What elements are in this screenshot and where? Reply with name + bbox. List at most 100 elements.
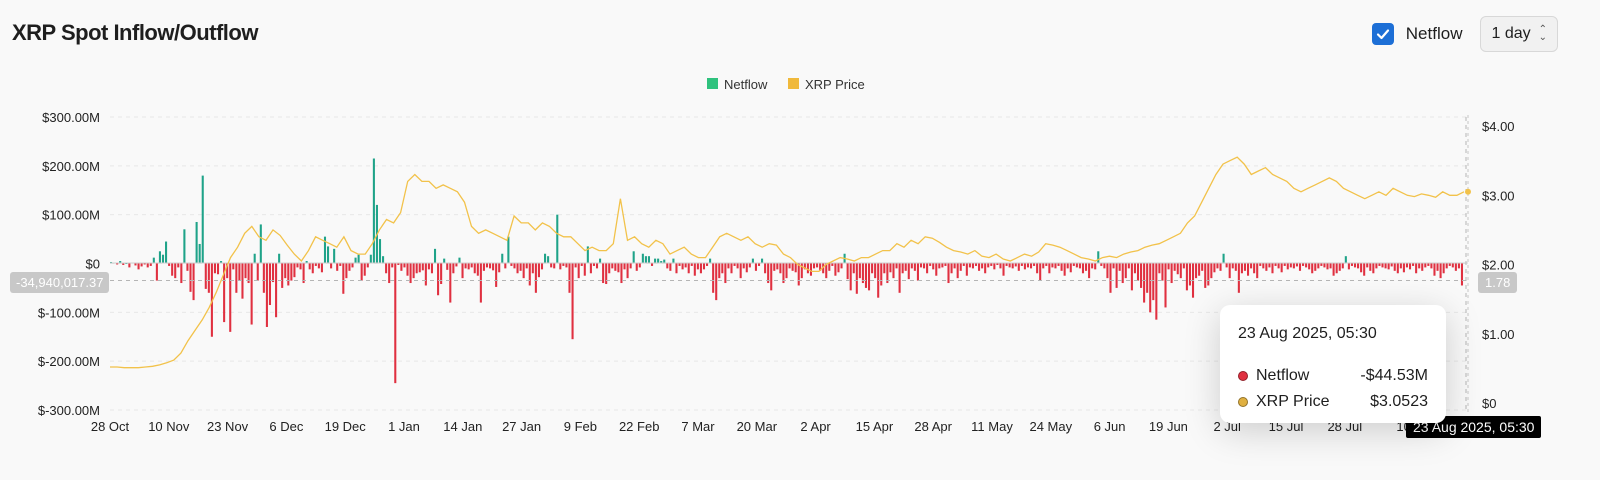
netflow-bar <box>507 236 510 263</box>
netflow-bar <box>1167 263 1170 270</box>
netflow-bar <box>654 258 657 263</box>
netflow-bar <box>825 263 828 279</box>
netflow-bar <box>776 263 779 270</box>
netflow-bar <box>1207 263 1210 286</box>
netflow-bar <box>323 236 327 263</box>
netflow-bar <box>1402 263 1405 273</box>
netflow-bar <box>1029 263 1033 269</box>
netflow-bar <box>1326 263 1329 270</box>
netflow-bar <box>1109 263 1112 293</box>
netflow-bar <box>1051 263 1054 268</box>
netflow-bar <box>1372 263 1375 274</box>
netflow-bar <box>1231 263 1234 269</box>
netflow-bar <box>1363 263 1366 276</box>
netflow-bar <box>935 263 938 276</box>
netflow-bar <box>852 263 855 274</box>
tooltip-netflow-dot <box>1238 371 1248 381</box>
netflow-bar <box>1265 263 1268 271</box>
netflow-bar <box>809 263 813 276</box>
netflow-bar <box>1451 263 1454 268</box>
netflow-bar <box>791 263 794 271</box>
netflow-bar <box>632 251 635 263</box>
netflow-checkbox[interactable] <box>1371 23 1394 45</box>
netflow-bar <box>1433 263 1436 276</box>
netflow-bar <box>999 263 1002 269</box>
netflow-bar <box>427 263 430 270</box>
netflow-bar <box>372 158 375 263</box>
netflow-bar <box>837 263 840 273</box>
interval-select[interactable]: 1 day ⌃ ⌄ <box>1480 16 1558 52</box>
y-tick-label-right: $2.00 <box>1482 258 1515 273</box>
netflow-bar <box>278 253 281 263</box>
y-tick-label-right: $3.00 <box>1482 188 1515 203</box>
netflow-bar <box>1457 263 1460 269</box>
netflow-bar <box>327 246 330 263</box>
netflow-bar <box>1292 263 1295 269</box>
netflow-bar <box>706 263 709 266</box>
netflow-bar <box>149 263 152 266</box>
netflow-bar <box>369 254 372 263</box>
netflow-bar <box>1146 263 1149 293</box>
netflow-bar <box>1399 263 1402 269</box>
netflow-bar <box>1375 263 1378 269</box>
netflow-bar <box>424 263 427 286</box>
netflow-bar <box>207 263 210 293</box>
netflow-bar <box>531 263 534 274</box>
netflow-bar <box>678 263 681 266</box>
netflow-bar <box>388 263 391 284</box>
netflow-bar <box>476 263 479 276</box>
netflow-bar <box>155 263 158 281</box>
netflow-bar <box>171 263 174 276</box>
netflow-checkbox-label: Netflow <box>1405 24 1463 43</box>
netflow-bar <box>785 263 788 279</box>
netflow-bar <box>1338 263 1341 271</box>
netflow-bar <box>641 253 644 263</box>
netflow-bar <box>684 263 687 268</box>
netflow-bar <box>1210 263 1213 279</box>
netflow-bar <box>479 263 482 303</box>
x-tick-label: 24 May <box>1029 419 1072 434</box>
netflow-bar <box>495 263 498 287</box>
netflow-bar <box>382 256 385 263</box>
netflow-bar <box>1390 263 1393 267</box>
netflow-bar <box>803 263 806 270</box>
netflow-bar <box>1017 263 1020 271</box>
netflow-bar <box>1060 263 1063 271</box>
netflow-bar <box>488 263 492 269</box>
netflow-bar <box>1298 263 1302 271</box>
netflow-bar <box>1130 263 1133 291</box>
netflow-bar <box>1424 263 1427 268</box>
netflow-bar <box>354 257 357 263</box>
netflow-bar <box>553 263 556 269</box>
netflow-bar <box>1088 263 1091 279</box>
netflow-bar <box>638 263 641 268</box>
netflow-bar <box>1366 263 1369 268</box>
netflow-bar <box>1262 263 1265 269</box>
netflow-bar <box>660 261 663 263</box>
netflow-bar <box>926 263 929 274</box>
netflow-bar <box>1143 263 1146 303</box>
netflow-bar <box>1412 263 1415 266</box>
netflow-bar <box>782 263 785 284</box>
legend-swatch-netflow <box>707 78 718 89</box>
x-tick-label: 7 Mar <box>681 419 715 434</box>
netflow-bar <box>1320 263 1323 266</box>
netflow-bar <box>1054 263 1057 269</box>
netflow-bar <box>504 263 507 269</box>
netflow-bar <box>1204 263 1207 288</box>
netflow-bar <box>574 263 577 268</box>
page-title: XRP Spot Inflow/Outflow <box>12 20 258 45</box>
netflow-bar <box>623 263 626 270</box>
netflow-bar <box>1063 263 1066 276</box>
crosshair-y-label-right: 1.78 <box>1478 272 1518 293</box>
netflow-bar <box>1008 263 1011 268</box>
netflow-bar <box>602 263 605 284</box>
netflow-bar <box>1280 263 1283 273</box>
netflow-bar <box>892 263 895 279</box>
netflow-bar <box>223 263 226 323</box>
netflow-bar <box>433 248 437 263</box>
netflow-bar <box>1023 263 1026 270</box>
netflow-bar <box>599 258 602 263</box>
netflow-bar <box>812 263 816 269</box>
netflow-bar <box>1106 263 1109 279</box>
